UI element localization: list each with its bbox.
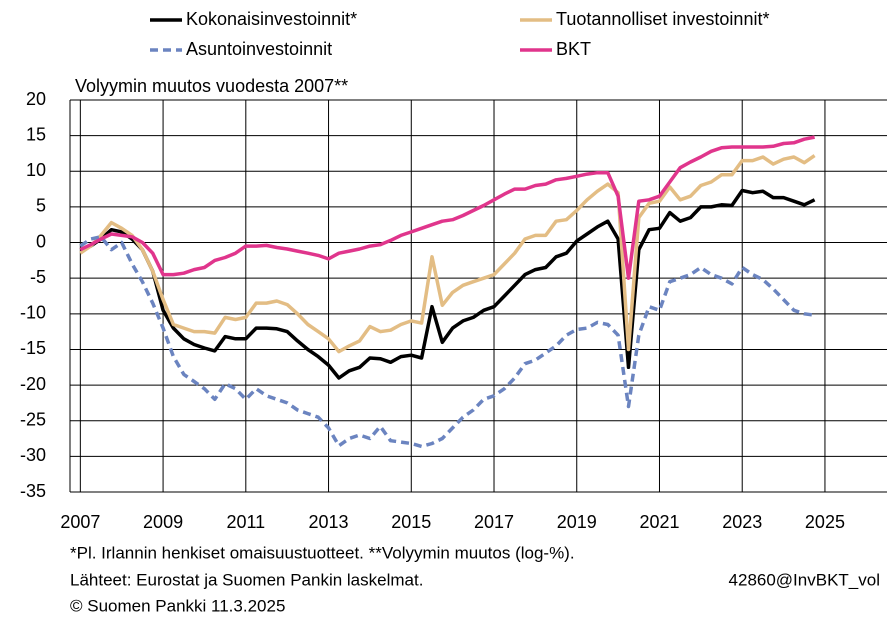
series-line [79, 188, 816, 380]
y-tick-label: -20 [20, 374, 46, 394]
y-tick-label: -25 [20, 409, 46, 429]
y-tick-label: 15 [26, 124, 46, 144]
series-line [79, 135, 815, 280]
legend-label: Tuotannolliset investoinnit* [556, 9, 769, 29]
chart-title: Volyymin muutos vuodesta 2007** [75, 76, 348, 96]
y-tick-label: 10 [26, 160, 46, 180]
x-tick-label: 2013 [309, 512, 349, 532]
footnote: Lähteet: Eurostat ja Suomen Pankin laske… [70, 570, 423, 589]
y-tick-label: 0 [36, 231, 46, 251]
x-tick-label: 2025 [805, 512, 845, 532]
y-tick-label: -10 [20, 303, 46, 323]
legend-label: Asuntoinvestoinnit [186, 39, 332, 59]
x-tick-label: 2011 [226, 512, 265, 532]
y-tick-label: 20 [26, 89, 46, 109]
y-tick-label: 5 [36, 196, 46, 216]
series-line [79, 154, 816, 354]
y-tick-label: -15 [20, 338, 46, 358]
legend-label: BKT [556, 39, 591, 59]
y-tick-label: -5 [30, 267, 46, 287]
x-tick-label: 2019 [557, 512, 597, 532]
x-tick-label: 2017 [474, 512, 514, 532]
series-line [79, 235, 815, 449]
y-tick-label: -35 [20, 481, 46, 501]
footnote: © Suomen Pankki 11.3.2025 [70, 596, 285, 615]
x-tick-label: 2021 [639, 512, 679, 532]
x-tick-label: 2015 [391, 512, 431, 532]
legend-label: Kokonaisinvestoinnit* [186, 9, 357, 29]
x-tick-label: 2007 [60, 512, 100, 532]
footnote: *Pl. Irlannin henkiset omaisuustuotteet.… [70, 543, 575, 562]
y-tick-label: -30 [20, 445, 46, 465]
x-tick-label: 2009 [143, 512, 183, 532]
x-tick-label: 2023 [722, 512, 762, 532]
code-label: 42860@InvBKT_vol [729, 570, 880, 589]
